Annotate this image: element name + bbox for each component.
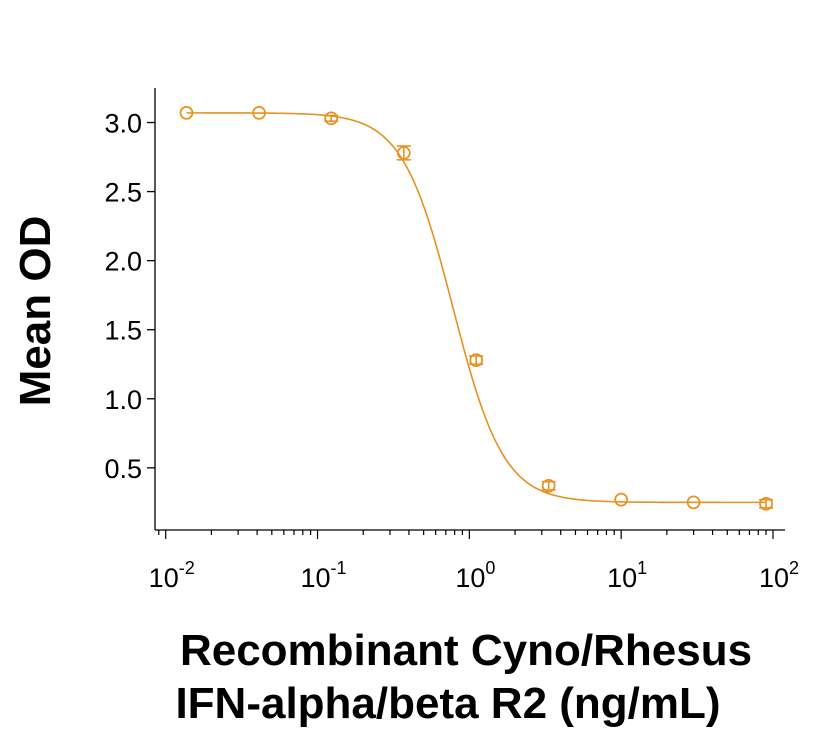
data-point [396,146,411,160]
data-point [469,353,484,367]
y-tick-label: 2.0 [104,247,142,277]
y-tick-label: 1.5 [104,316,142,346]
x-tick-label: 10-2 [149,558,195,593]
x-tick-base: 10 [149,563,179,593]
x-tick-label: 102 [759,558,799,593]
x-axis-title-line-1: Recombinant Cyno/Rhesus [180,626,752,675]
x-ticks: 10-2 10-1 100 101 102 [149,530,799,593]
y-tick-label: 3.0 [104,109,142,139]
data-point [614,492,629,507]
x-tick-label: 101 [607,558,647,593]
y-tick-label: 2.5 [104,178,142,208]
y-tick-label: 1.0 [104,385,142,415]
data-point [686,495,701,510]
x-axis-title-line-2: IFN-alpha/beta R2 (ng/mL) [175,679,720,728]
x-tick-exponent: -2 [179,558,195,578]
data-point [179,106,194,120]
y-axis-title: Mean OD [11,216,60,407]
x-tick-exponent: 2 [789,558,799,578]
data-point [252,106,266,120]
x-tick-exponent: -1 [331,558,347,578]
axes [154,88,785,531]
plot-area [179,106,774,511]
x-tick-base: 10 [301,563,331,593]
x-tick-label: 10-1 [301,558,347,593]
x-tick-base: 10 [607,563,637,593]
fit-curve [186,112,767,504]
data-point [541,478,556,493]
data-point [759,496,773,511]
x-tick-base: 10 [455,563,485,593]
x-tick-exponent: 1 [637,558,647,578]
x-tick-label: 100 [455,558,495,593]
y-tick-label: 0.5 [104,454,142,484]
y-ticks: 0.5 1.0 1.5 2.0 2.5 3.0 [104,109,155,484]
x-tick-base: 10 [759,563,789,593]
data-points [179,106,774,511]
data-point [324,111,339,126]
x-tick-exponent: 0 [485,558,495,578]
